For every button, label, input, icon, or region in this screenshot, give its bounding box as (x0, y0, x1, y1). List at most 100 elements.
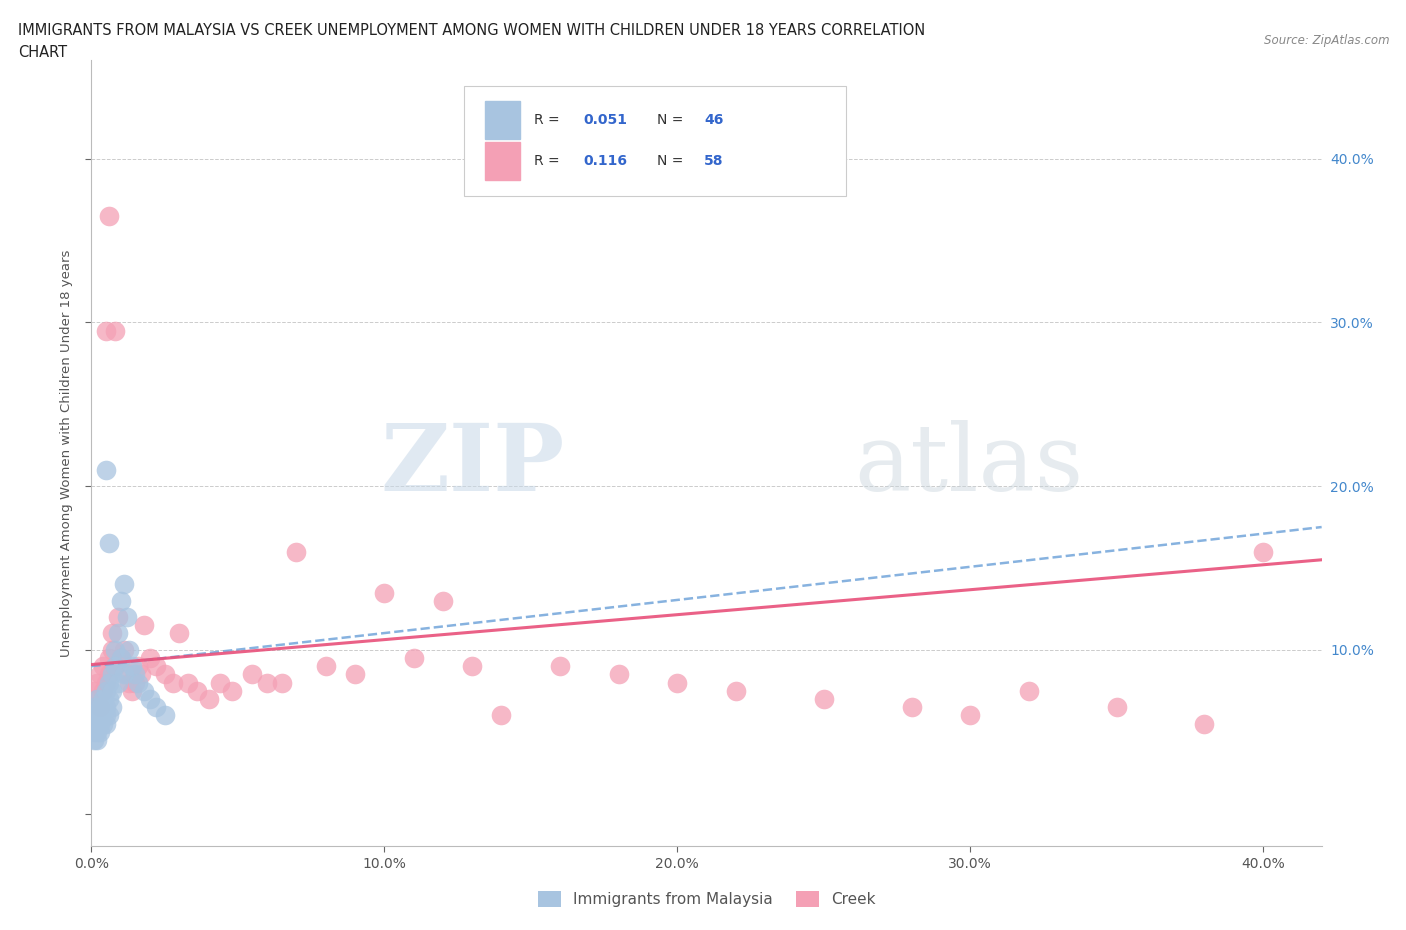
Point (104, 658, 127, 673)
Point (242, 667, 264, 682)
Point (98, 675, 120, 690)
Point (86, 733, 108, 748)
Point (107, 610, 129, 625)
Point (315, 658, 337, 673)
Point (209, 675, 232, 690)
Text: 0.051: 0.051 (583, 113, 627, 127)
Point (169, 626, 191, 641)
Point (89, 699, 111, 714)
Point (94, 699, 117, 714)
Point (91, 684, 114, 698)
Point (1251, 544, 1274, 559)
Point (1018, 684, 1040, 698)
Point (221, 684, 243, 698)
Point (666, 675, 689, 690)
Point (1194, 716, 1216, 731)
Point (94, 675, 117, 690)
Point (110, 593, 132, 608)
Point (607, 667, 630, 682)
Text: R =: R = (534, 154, 568, 168)
Point (91, 716, 114, 731)
Point (145, 658, 167, 673)
Y-axis label: Unemployment Among Women with Children Under 18 years: Unemployment Among Women with Children U… (59, 249, 73, 658)
Point (94, 716, 117, 731)
Point (121, 684, 143, 698)
Point (270, 675, 292, 690)
Point (491, 708, 513, 723)
Point (127, 675, 149, 690)
Point (101, 643, 124, 658)
Point (285, 544, 308, 559)
Point (373, 585, 395, 600)
Point (548, 658, 571, 673)
Text: N =: N = (657, 154, 688, 168)
Text: Source: ZipAtlas.com: Source: ZipAtlas.com (1264, 34, 1389, 47)
Point (98, 692, 120, 707)
Point (724, 684, 747, 698)
Text: 46: 46 (704, 113, 724, 127)
Point (197, 692, 219, 707)
Point (132, 684, 155, 698)
Text: ZIP: ZIP (381, 420, 565, 511)
Point (86, 724, 108, 739)
Point (461, 658, 484, 673)
Point (89, 708, 111, 723)
Point (98, 536, 120, 551)
Point (115, 667, 138, 682)
Point (107, 675, 129, 690)
Point (83, 708, 105, 723)
FancyBboxPatch shape (464, 86, 845, 196)
Point (104, 643, 127, 658)
Point (91, 692, 114, 707)
Point (432, 593, 454, 608)
Point (86, 692, 108, 707)
Point (115, 610, 138, 625)
Point (83, 684, 105, 698)
Point (94, 684, 117, 698)
Text: 0.116: 0.116 (583, 154, 627, 168)
Point (256, 675, 278, 690)
Point (89, 716, 111, 731)
Point (112, 643, 135, 658)
Text: N =: N = (657, 113, 688, 127)
Point (101, 626, 124, 641)
Point (139, 651, 162, 666)
Point (104, 658, 127, 673)
Point (186, 684, 208, 698)
Point (112, 667, 135, 682)
Text: 58: 58 (704, 154, 724, 168)
Point (91, 699, 114, 714)
Point (118, 643, 141, 658)
Bar (485, 101, 520, 140)
Point (110, 651, 132, 666)
Point (153, 667, 176, 682)
Point (145, 699, 167, 714)
Text: CHART: CHART (18, 45, 67, 60)
Point (94, 323, 117, 338)
Point (83, 724, 105, 739)
Point (104, 323, 127, 338)
Point (129, 667, 152, 682)
Point (124, 667, 146, 682)
Point (98, 667, 120, 682)
Point (121, 658, 143, 673)
Point (110, 651, 132, 666)
Point (900, 699, 922, 714)
Point (112, 577, 135, 591)
Point (83, 699, 105, 714)
Point (98, 708, 120, 723)
Point (153, 708, 176, 723)
Point (402, 651, 425, 666)
Bar (485, 142, 520, 179)
Point (83, 733, 105, 748)
Point (86, 692, 108, 707)
Point (343, 667, 366, 682)
Point (91, 658, 114, 673)
Point (162, 675, 184, 690)
Point (1105, 699, 1128, 714)
Text: atlas: atlas (853, 420, 1084, 511)
Point (101, 699, 124, 714)
Legend: Immigrants from Malaysia, Creek: Immigrants from Malaysia, Creek (531, 885, 882, 913)
Point (86, 675, 108, 690)
Point (83, 716, 105, 731)
